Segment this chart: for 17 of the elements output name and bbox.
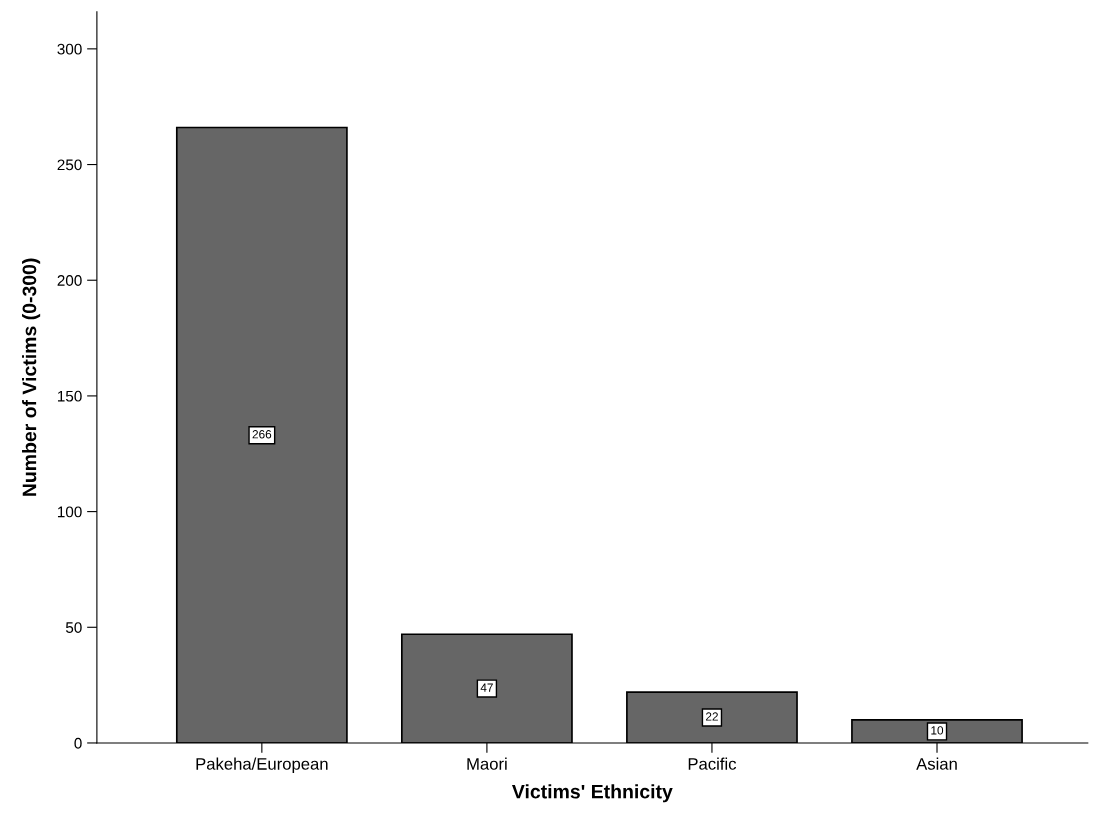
x-tick-label: Pakeha/European xyxy=(196,757,328,774)
data-label: 47 xyxy=(480,683,493,692)
y-tick-label: 50 xyxy=(65,622,82,633)
y-tick-label: 200 xyxy=(57,275,82,286)
x-tick-label: Pacific xyxy=(688,757,737,770)
y-tick-label: 0 xyxy=(74,737,82,749)
x-tick-label: Maori xyxy=(467,757,507,770)
data-label: 22 xyxy=(705,712,718,721)
x-axis-title: Victims' Ethnicity xyxy=(512,784,673,803)
y-tick-label: 150 xyxy=(57,390,82,402)
y-tick-label: 250 xyxy=(57,159,82,171)
y-tick-label: 100 xyxy=(57,506,82,518)
y-tick-label: 300 xyxy=(57,43,82,55)
x-tick-label: Asian xyxy=(916,757,957,770)
data-label: 266 xyxy=(252,430,272,439)
data-label: 10 xyxy=(931,726,944,735)
y-axis-title: Number of Victims (0-300) xyxy=(22,258,41,496)
